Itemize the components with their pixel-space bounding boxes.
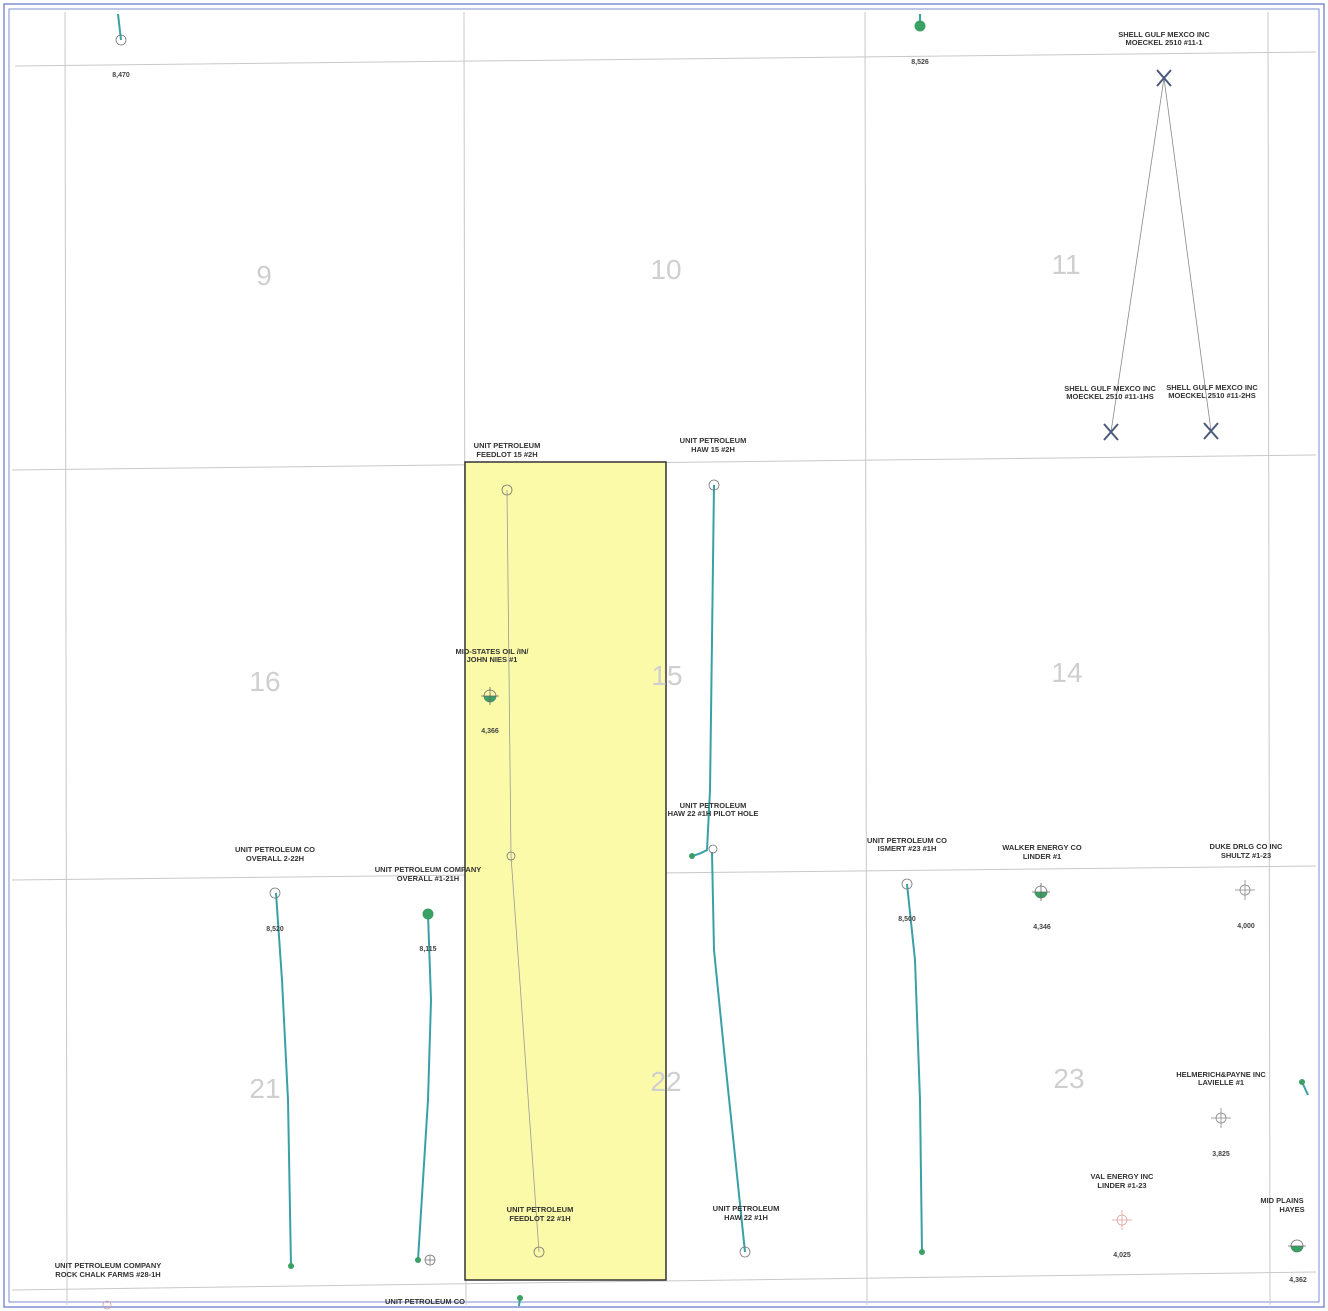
well-name: OVERALL 2-22H bbox=[246, 854, 304, 863]
well-name: FEEDLOT 15 #2H bbox=[476, 450, 537, 459]
map-frame-inner bbox=[8, 8, 1320, 1303]
well-depth: 4,362 bbox=[1289, 1277, 1307, 1284]
well-location-icon bbox=[708, 479, 720, 491]
well-operator: UNIT PETROLEUM bbox=[474, 441, 541, 450]
well-depth: 8,520 bbox=[266, 926, 284, 933]
moeckel-wellbores bbox=[1110, 77, 1212, 433]
oil-well-icons bbox=[288, 20, 1305, 1301]
well-name: MOECKEL 2510 #11-2HS bbox=[1168, 391, 1255, 400]
well-name: FEEDLOT 22 #1H bbox=[509, 1214, 570, 1223]
well-name: SHULTZ #1-23 bbox=[1221, 851, 1271, 860]
section-number: 23 bbox=[1053, 1063, 1084, 1094]
well-location-icon bbox=[269, 887, 281, 899]
well-operator: UNIT PETROLEUM bbox=[507, 1205, 574, 1214]
well-depth: 8,470 bbox=[112, 72, 130, 79]
section-number: 9 bbox=[256, 260, 272, 291]
well-operator: UNIT PETROLEUM bbox=[680, 436, 747, 445]
feedlot-wellbores bbox=[506, 489, 540, 1253]
well-operator: WALKER ENERGY CO bbox=[1002, 843, 1082, 852]
oil-gas-well-icon bbox=[1032, 883, 1050, 901]
well-depth: 8,526 bbox=[911, 59, 929, 66]
well-name: ROCK CHALK FARMS #28-1H bbox=[55, 1270, 160, 1279]
well-operator: UNIT PETROLEUM COMPANY bbox=[55, 1261, 162, 1270]
well-name: HAW 22 #1H bbox=[724, 1213, 768, 1222]
dry-hole-icon bbox=[1112, 1210, 1132, 1230]
well-depth: 4,025 bbox=[1113, 1252, 1131, 1259]
section-number: 22 bbox=[650, 1066, 681, 1097]
well-operator: UNIT PETROLEUM bbox=[680, 801, 747, 810]
well-operator: UNIT PETROLEUM CO bbox=[235, 845, 315, 854]
well-operator: UNIT PETROLEUM bbox=[713, 1204, 780, 1213]
section-number: 14 bbox=[1051, 657, 1082, 688]
plugged-well-icon[interactable] bbox=[1103, 69, 1219, 441]
well-location-icon bbox=[739, 1246, 751, 1258]
oil-gas-well-icon bbox=[481, 687, 499, 705]
well-operator: UNIT PETROLEUM CO bbox=[385, 1297, 465, 1306]
well-operator: HELMERICH&PAYNE INC bbox=[1176, 1070, 1266, 1079]
well-operator: UNIT PETROLEUM COMPANY bbox=[375, 865, 482, 874]
section-number: 21 bbox=[249, 1073, 280, 1104]
horizontal-wellbores bbox=[117, 13, 1309, 1307]
well-operator: SHELL GULF MEXCO INC bbox=[1118, 30, 1210, 39]
well-name: LAVIELLE #1 bbox=[1198, 1078, 1244, 1087]
well-operator: VAL ENERGY INC bbox=[1091, 1172, 1155, 1181]
well-location-icon bbox=[708, 844, 718, 854]
map-frame-outer bbox=[3, 3, 1325, 1308]
section-number: 10 bbox=[650, 254, 681, 285]
well-labels: 8,470 8,526 SHELL GULF MEXCO INC MOECKEL… bbox=[55, 30, 1307, 1306]
well-name: LINDER #1 bbox=[1023, 852, 1061, 861]
well-depth: 8,500 bbox=[898, 916, 916, 923]
well-name: ISMERT #23 #1H bbox=[878, 844, 937, 853]
well-location-icon bbox=[115, 34, 127, 46]
well-operator: SHELL GULF MEXCO INC bbox=[1064, 384, 1156, 393]
well-operator: MID-STATES OIL /IN/ bbox=[456, 647, 530, 656]
well-operator: MID PLAINS bbox=[1260, 1196, 1303, 1205]
well-name: MOECKEL 2510 #11-1 bbox=[1126, 38, 1203, 47]
section-number: 16 bbox=[249, 666, 280, 697]
dry-hole-icon bbox=[1211, 1108, 1231, 1128]
well-depth: 4,000 bbox=[1237, 923, 1255, 930]
well-name: HAYES bbox=[1279, 1205, 1304, 1214]
oil-gas-well-icon bbox=[1288, 1239, 1306, 1253]
well-name: HAW 22 #1H PILOT HOLE bbox=[668, 809, 759, 818]
section-number: 11 bbox=[1051, 249, 1080, 280]
well-depth: 3,825 bbox=[1212, 1151, 1230, 1158]
well-name: JOHN NIES #1 bbox=[467, 655, 518, 664]
well-depth: 4,366 bbox=[481, 728, 499, 735]
well-location-icon bbox=[506, 851, 516, 861]
well-location-icon bbox=[501, 484, 513, 496]
well-operator: SHELL GULF MEXCO INC bbox=[1166, 383, 1258, 392]
dry-hole-icon bbox=[1235, 880, 1255, 900]
well-name: LINDER #1-23 bbox=[1097, 1181, 1146, 1190]
well-depth: 8,115 bbox=[419, 946, 436, 953]
well-name: HAW 15 #2H bbox=[691, 445, 735, 454]
well-name: OVERALL #1-21H bbox=[397, 874, 459, 883]
section-number: 15 bbox=[651, 660, 682, 691]
well-depth: 4,346 bbox=[1033, 924, 1051, 931]
highlighted-tract[interactable] bbox=[464, 461, 667, 1281]
well-location-icon bbox=[901, 878, 913, 890]
well-name: MOECKEL 2510 #11-1HS bbox=[1066, 392, 1153, 401]
dry-hole-icon bbox=[102, 1300, 112, 1310]
well-operator: UNIT PETROLEUM CO bbox=[867, 836, 947, 845]
well-operator: DUKE DRLG CO INC bbox=[1210, 842, 1284, 851]
well-location-icon bbox=[533, 1246, 545, 1258]
well-symbols bbox=[115, 34, 913, 1266]
